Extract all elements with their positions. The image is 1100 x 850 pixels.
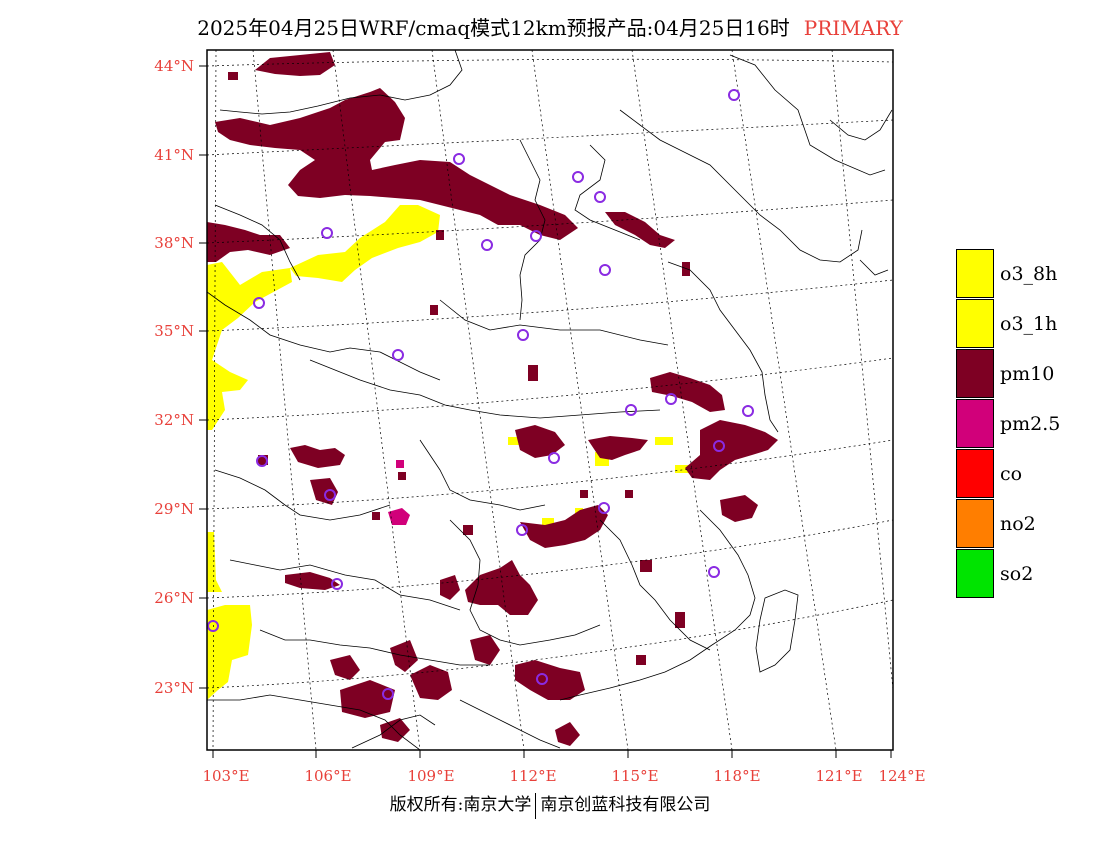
- station-marker: [713, 440, 725, 452]
- legend-swatch: [956, 499, 994, 548]
- station-marker: [256, 455, 268, 467]
- legend-swatch: [956, 349, 994, 398]
- legend-swatch: [956, 449, 994, 498]
- legend-item-so2: so2: [956, 549, 1060, 599]
- lon-label: 106°E: [304, 767, 351, 785]
- lat-label: 35°N: [154, 322, 194, 340]
- lat-label: 44°N: [154, 57, 194, 75]
- map-frame: [206, 49, 894, 751]
- legend: o3_8h o3_1h pm10 pm2.5 co no2 so2: [956, 249, 1060, 599]
- lon-label: 121°E: [815, 767, 862, 785]
- station-marker: [321, 227, 333, 239]
- station-markers: [207, 89, 754, 700]
- legend-label: o3_8h: [1000, 263, 1058, 285]
- legend-label: no2: [1000, 513, 1036, 535]
- lon-label: 118°E: [713, 767, 760, 785]
- station-marker: [392, 349, 404, 361]
- station-marker: [331, 578, 343, 590]
- station-marker: [599, 264, 611, 276]
- legend-swatch: [956, 299, 994, 348]
- lat-label: 41°N: [154, 146, 194, 164]
- axis-ticks: [199, 65, 892, 758]
- station-marker: [453, 153, 465, 165]
- title-main: 2025年04月25日WRF/cmaq模式12km预报产品:04月25日16时: [197, 16, 790, 40]
- station-marker: [536, 673, 548, 685]
- legend-item-o3-8h: o3_8h: [956, 249, 1060, 299]
- longitude-labels: 103°E 106°E 109°E 112°E 115°E 118°E 121°…: [202, 767, 925, 785]
- station-marker: [625, 404, 637, 416]
- lon-label: 103°E: [202, 767, 249, 785]
- legend-swatch: [956, 549, 994, 598]
- station-marker: [594, 191, 606, 203]
- pm10-areas: [207, 52, 778, 746]
- legend-label: pm10: [1000, 363, 1055, 385]
- station-marker: [572, 171, 584, 183]
- map-title: 2025年04月25日WRF/cmaq模式12km预报产品:04月25日16时 P…: [0, 12, 1100, 41]
- legend-item-co: co: [956, 449, 1060, 499]
- boundaries: [207, 50, 893, 750]
- graticule: [207, 50, 893, 750]
- station-marker: [665, 393, 677, 405]
- lon-label: 112°E: [509, 767, 556, 785]
- pm25-areas: [388, 460, 410, 525]
- station-marker: [742, 405, 754, 417]
- station-marker: [253, 297, 265, 309]
- lon-label: 115°E: [611, 767, 658, 785]
- legend-swatch: [956, 399, 994, 448]
- station-marker: [517, 329, 529, 341]
- lat-label: 38°N: [154, 234, 194, 252]
- station-marker: [382, 688, 394, 700]
- lat-label: 26°N: [154, 589, 194, 607]
- station-marker: [548, 452, 560, 464]
- station-marker: [481, 239, 493, 251]
- legend-label: co: [1000, 463, 1023, 485]
- legend-swatch: [956, 249, 994, 298]
- legend-label: o3_1h: [1000, 313, 1058, 335]
- legend-item-no2: no2: [956, 499, 1060, 549]
- legend-item-o3-1h: o3_1h: [956, 299, 1060, 349]
- legend-label: pm2.5: [1000, 413, 1061, 435]
- station-marker: [728, 89, 740, 101]
- pollution-layer: [207, 52, 778, 746]
- lon-label: 124°E: [878, 767, 925, 785]
- lon-label: 109°E: [407, 767, 454, 785]
- title-primary-tag: PRIMARY: [803, 16, 903, 40]
- lat-label: 23°N: [154, 679, 194, 697]
- station-marker: [207, 620, 219, 632]
- legend-item-pm2-5: pm2.5: [956, 399, 1060, 449]
- lat-label: 32°N: [154, 411, 194, 429]
- copyright-footer: 版权所有:南京大学 南京创蓝科技有限公司: [0, 790, 1100, 819]
- lat-label: 29°N: [154, 500, 194, 518]
- station-marker: [516, 524, 528, 536]
- footer-right: 南京创蓝科技有限公司: [540, 795, 711, 815]
- footer-separator: [535, 792, 537, 819]
- legend-item-pm10: pm10: [956, 349, 1060, 399]
- legend-label: so2: [1000, 563, 1034, 585]
- station-marker: [598, 502, 610, 514]
- latitude-labels: 44°N 41°N 38°N 35°N 32°N 29°N 26°N 23°N: [154, 57, 194, 697]
- station-marker: [324, 489, 336, 501]
- footer-left: 版权所有:南京大学: [389, 795, 532, 815]
- station-marker: [530, 230, 542, 242]
- station-marker: [708, 566, 720, 578]
